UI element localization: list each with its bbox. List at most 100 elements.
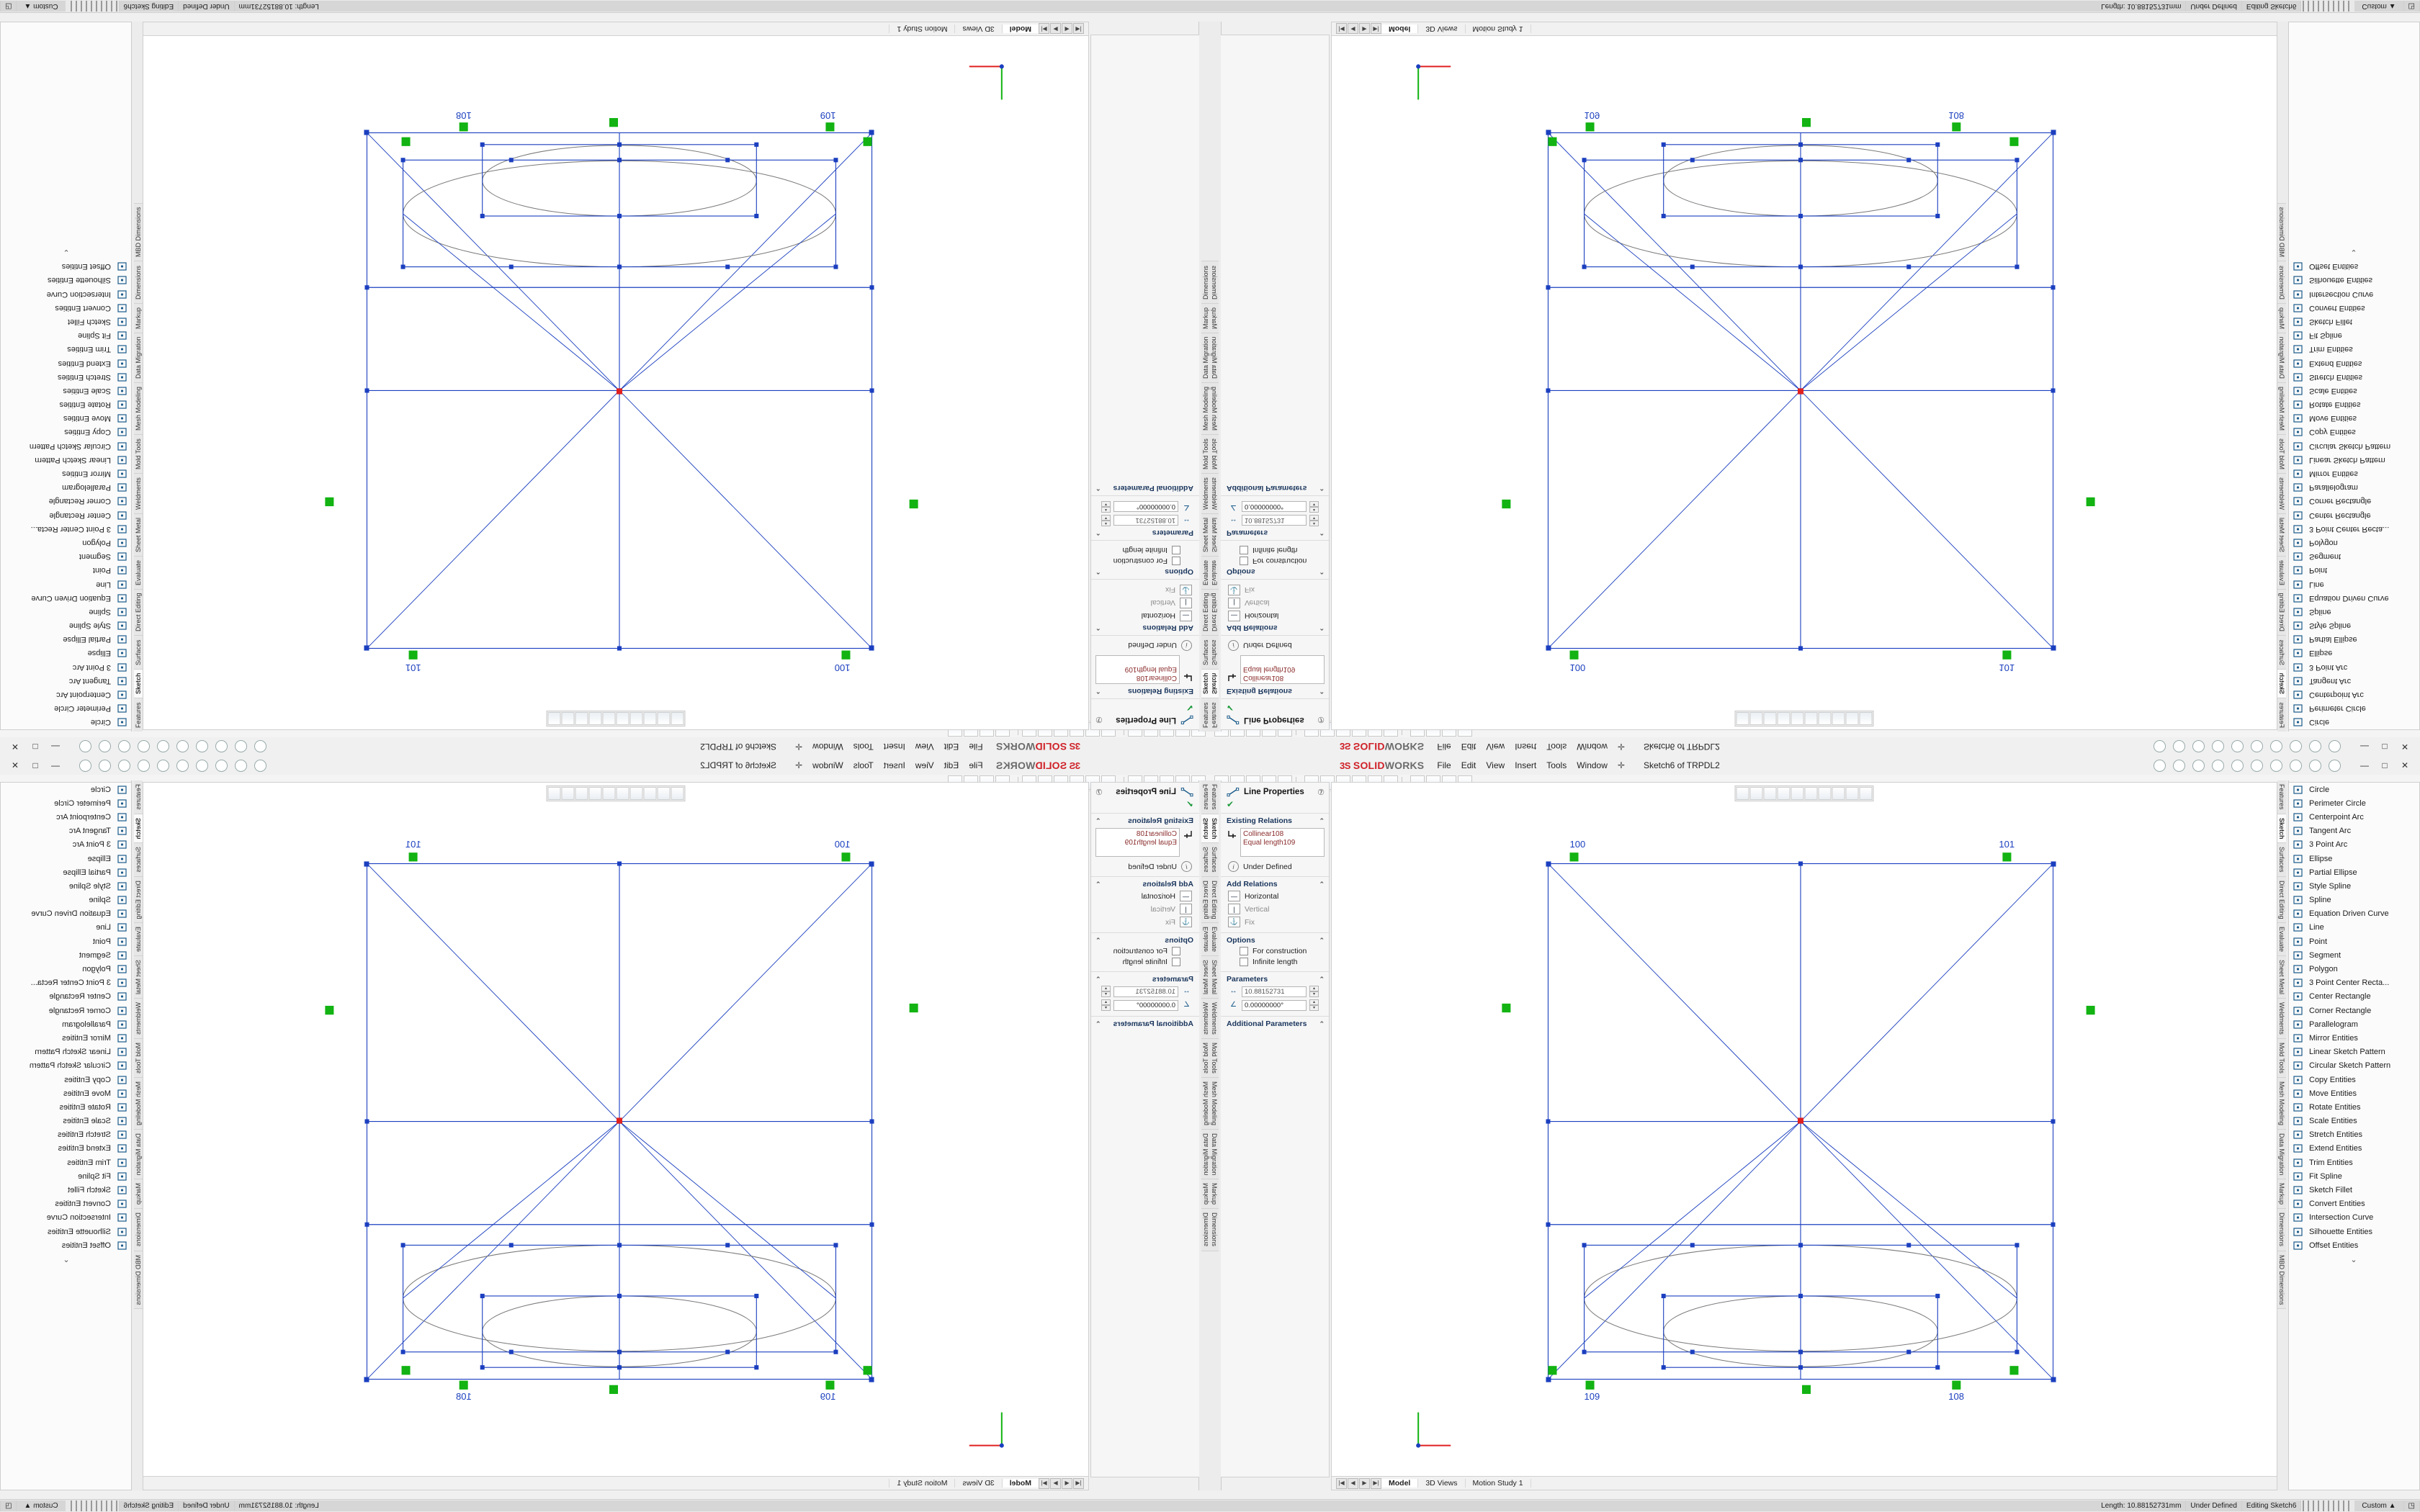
flyout-tab-markup[interactable]: Markup xyxy=(2277,1179,2286,1210)
flyout-tab-mesh-modeling[interactable]: Mesh Modeling xyxy=(134,1077,143,1130)
window-controls[interactable]: — □ ✕ xyxy=(6,739,65,754)
menu-bar[interactable]: File Edit View Insert Tools Window xyxy=(1437,742,1608,752)
help-icon[interactable]: ⑦ xyxy=(1095,715,1103,724)
angle-input[interactable] xyxy=(1242,501,1307,513)
check-icon[interactable]: ✔ xyxy=(1227,703,1234,713)
maximize-button[interactable]: □ xyxy=(32,760,38,770)
add-relation-fix[interactable]: ⚓ Fix xyxy=(1095,917,1192,927)
section-header[interactable]: Parameters ⌃ xyxy=(1095,528,1193,537)
section-header[interactable]: Options ⌃ xyxy=(1095,936,1193,945)
flyout-tab-data-migration[interactable]: Data Migration xyxy=(2277,1129,2286,1180)
command-item[interactable]: Move Entities xyxy=(1,412,132,426)
stepper-down[interactable]: ▾ xyxy=(1101,991,1111,997)
help-icon[interactable] xyxy=(79,740,91,753)
command-item[interactable]: Circle xyxy=(2288,716,2419,729)
nav-prev-button[interactable]: ◀ xyxy=(1062,1477,1072,1489)
sketch-command-list[interactable]: Circle Perimeter Circle Centerpoint Arc Tan… xyxy=(2287,22,2420,730)
existing-relations-list[interactable]: Collinear108 Equal length109 xyxy=(1240,655,1325,684)
check-icon[interactable]: ✔ xyxy=(1186,703,1193,713)
command-item[interactable]: Polygon xyxy=(1,962,132,976)
flyout-tab-dimensions[interactable]: Dimensions xyxy=(134,1209,143,1251)
graphics-area[interactable]: 100 101 109 108 |◀ ◀ ▶ ▶| Model 3D Views… xyxy=(1331,782,2277,1490)
command-item[interactable]: Segment xyxy=(1,550,132,564)
flyout-tab-evaluate[interactable]: Evaluate xyxy=(2277,923,2286,957)
command-item[interactable]: Linear Sketch Pattern xyxy=(1,453,132,467)
command-item[interactable]: Perimeter Circle xyxy=(2288,796,2419,810)
section-header[interactable]: Options ⌃ xyxy=(1227,567,1325,576)
tab-3d-views[interactable]: 3D Views xyxy=(954,24,1002,33)
command-item[interactable]: Center Rectangle xyxy=(1,508,132,522)
command-item[interactable]: Tangent Arc xyxy=(1,674,132,688)
flyout-tab-weldments[interactable]: Weldments xyxy=(1201,999,1210,1040)
command-item[interactable]: Style Spline xyxy=(2288,879,2419,893)
command-item[interactable]: 3 Point Center Recta... xyxy=(2288,522,2419,536)
flyout-tab-surfaces[interactable]: Surfaces xyxy=(1210,843,1219,877)
nav-next-button[interactable]: ▶ xyxy=(1359,1477,1370,1489)
command-item[interactable]: Rotate Entities xyxy=(2288,398,2419,412)
nav-first-button[interactable]: |◀ xyxy=(1336,1477,1347,1489)
check-icon[interactable]: ✔ xyxy=(1227,799,1234,809)
menu-item-edit[interactable]: Edit xyxy=(1461,760,1476,770)
tab-3d-views[interactable]: 3D Views xyxy=(954,1479,1002,1488)
rebuild-icon[interactable] xyxy=(2270,759,2282,772)
angle-stepper[interactable]: ▴ ▾ xyxy=(1309,999,1319,1011)
scene-icon[interactable] xyxy=(1845,787,1859,800)
chevron-up-icon[interactable]: ⌃ xyxy=(1319,529,1325,537)
chevron-up-icon[interactable]: ⌃ xyxy=(1095,485,1101,492)
print-icon[interactable] xyxy=(2212,740,2224,753)
command-item[interactable]: Rotate Entities xyxy=(1,1100,132,1114)
tab-3d-views[interactable]: 3D Views xyxy=(1418,1479,1466,1488)
command-item[interactable]: Stretch Entities xyxy=(1,1128,132,1142)
checkbox-box[interactable] xyxy=(1240,958,1248,966)
relation-item[interactable]: Equal length109 xyxy=(1124,665,1177,673)
parameter-length[interactable]: ↔ ▴▾ xyxy=(1228,986,1325,997)
section-view-icon[interactable] xyxy=(1777,787,1791,800)
flyout-tab-dimensions[interactable]: Dimensions xyxy=(2277,261,2286,303)
flyout-tab-surfaces[interactable]: Surfaces xyxy=(1210,635,1219,669)
zoom-to-fit-icon[interactable] xyxy=(1736,787,1749,800)
redo-icon[interactable] xyxy=(2251,759,2263,772)
help-icon[interactable] xyxy=(2329,740,2341,753)
save-icon[interactable] xyxy=(215,740,228,753)
section-header[interactable]: Existing Relations ⌃ xyxy=(1227,687,1325,696)
tab-nav-buttons[interactable]: |◀ ◀ ▶ ▶| xyxy=(1336,23,1381,35)
command-item[interactable]: Intersection Curve xyxy=(2288,1211,2419,1225)
command-item[interactable]: Linear Sketch Pattern xyxy=(2288,453,2419,467)
flyout-tab-mold-tools[interactable]: Mold Tools xyxy=(1201,1039,1210,1078)
command-item[interactable]: Centerpoint Arc xyxy=(1,688,132,701)
flyout-tab-weldments[interactable]: Weldments xyxy=(1210,472,1219,513)
flyout-tab-mold-tools[interactable]: Mold Tools xyxy=(2277,1039,2286,1078)
menu-item-insert[interactable]: Insert xyxy=(883,760,905,770)
command-item[interactable]: Scale Entities xyxy=(2288,384,2419,397)
section-header[interactable]: Options ⌃ xyxy=(1227,936,1325,945)
chevron-up-icon[interactable]: ⌃ xyxy=(1095,568,1101,576)
command-item[interactable]: Polygon xyxy=(2288,962,2419,976)
section-header[interactable]: Add Relations ⌃ xyxy=(1227,880,1325,888)
menu-item-insert[interactable]: Insert xyxy=(1515,760,1537,770)
command-item[interactable]: Copy Entities xyxy=(1,1073,132,1086)
help-icon[interactable]: ⑦ xyxy=(1095,788,1103,797)
flyout-tab-data-migration[interactable]: Data Migration xyxy=(134,332,143,383)
add-relation-fix[interactable]: ⚓ Fix xyxy=(1095,585,1192,595)
command-item[interactable]: Tangent Arc xyxy=(1,824,132,838)
command-item[interactable]: Scale Entities xyxy=(2288,1115,2419,1128)
command-item[interactable]: Fit Spline xyxy=(1,1169,132,1183)
menu-item-file[interactable]: File xyxy=(1437,742,1451,752)
parameter-angle[interactable]: ∠ ▴▾ xyxy=(1228,501,1325,513)
graphics-bottom-tabs[interactable]: |◀ ◀ ▶ ▶| Model 3D Views Motion Study 1 xyxy=(1332,22,2277,36)
command-item[interactable]: Move Entities xyxy=(2288,1086,2419,1100)
flyout-tab-direct-editing[interactable]: Direct Editing xyxy=(1201,588,1210,636)
section-header[interactable]: Parameters ⌃ xyxy=(1095,975,1193,984)
relation-item[interactable]: Equal length109 xyxy=(1124,839,1177,847)
flyout-tab-features[interactable]: Features xyxy=(134,698,143,732)
flyout-tab-features[interactable]: Features xyxy=(134,780,143,814)
maximize-button[interactable]: □ xyxy=(2382,742,2388,752)
right-flyout-tab-strip[interactable]: Features Sketch Surfaces Direct Editing … xyxy=(2277,780,2289,1490)
flyout-tab-sheet-metal[interactable]: Sheet Metal xyxy=(1210,513,1219,556)
flyout-tab-evaluate[interactable]: Evaluate xyxy=(134,923,143,957)
new-document-icon[interactable] xyxy=(2154,740,2166,753)
command-item[interactable]: Ellipse xyxy=(1,852,132,865)
chevron-up-icon[interactable]: ⌃ xyxy=(1319,485,1325,492)
flyout-tab-weldments[interactable]: Weldments xyxy=(2277,999,2286,1040)
command-item[interactable]: Style Spline xyxy=(2288,619,2419,633)
